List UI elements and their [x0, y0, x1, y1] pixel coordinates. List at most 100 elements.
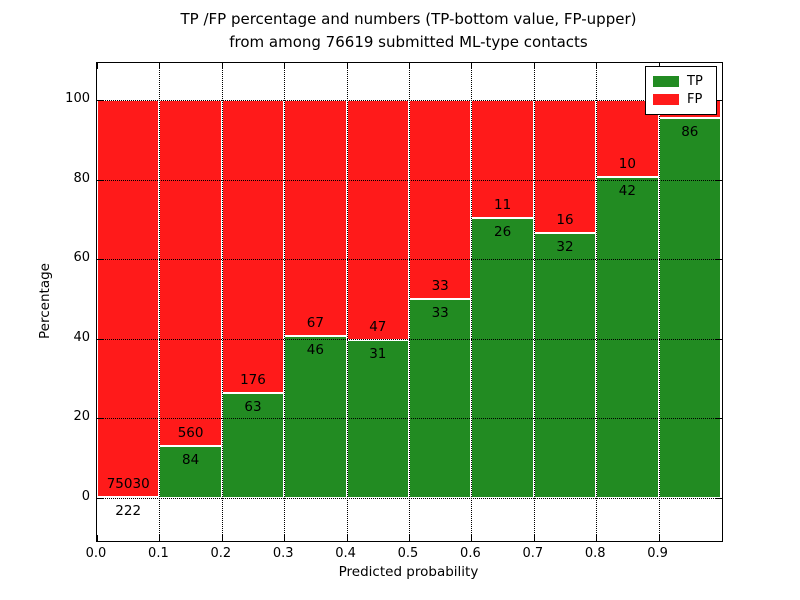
x-tick-mark [409, 535, 410, 541]
x-tick-label: 0.7 [522, 546, 544, 561]
legend-label-fp: FP [687, 92, 703, 107]
x-tick-mark [658, 535, 660, 541]
tp-count-label: 46 [306, 341, 324, 358]
x-tick-mark [471, 535, 473, 541]
tp-count-label: 63 [244, 399, 262, 416]
bar-segment-tp [658, 117, 721, 498]
fp-count-label: 33 [431, 278, 449, 294]
y-tick-mark [716, 498, 722, 499]
v-gridline [658, 63, 660, 541]
v-gridline [346, 63, 348, 541]
fp-count-label: 47 [369, 318, 387, 335]
v-gridline [409, 63, 410, 541]
tp-swatch-icon [653, 76, 679, 87]
y-tick-mark [716, 418, 722, 420]
tp-count-label: 26 [493, 224, 512, 241]
y-axis-title: Percentage [37, 263, 53, 339]
x-tick-mark [221, 535, 223, 541]
fp-swatch-icon [653, 94, 679, 105]
bar-segment-tp [596, 176, 659, 498]
bar-segment-tp [471, 218, 534, 498]
v-gridline [284, 63, 286, 541]
x-tick-mark [533, 63, 535, 69]
x-tick-label: 0.4 [335, 546, 356, 561]
bar-segment-fp [409, 100, 472, 299]
x-axis-title: Predicted probability [338, 564, 479, 580]
fp-count-label: 67 [306, 314, 324, 331]
x-tick-mark [159, 535, 161, 541]
v-gridline [471, 63, 473, 541]
tp-count-label: 42 [618, 182, 636, 199]
x-tick-mark [221, 63, 223, 69]
v-gridline [159, 63, 161, 541]
x-tick-mark [596, 535, 598, 541]
tp-count-label: 86 [681, 123, 699, 140]
fp-count-label: 16 [556, 211, 574, 228]
y-tick-mark [716, 100, 722, 101]
y-tick-label: 20 [73, 409, 90, 425]
v-gridline [221, 63, 223, 541]
y-tick-label: 100 [65, 91, 90, 106]
fp-count-label: 560 [177, 425, 204, 442]
y-tick-mark [97, 338, 103, 340]
legend-item-tp: TP [653, 73, 709, 90]
plot-area: 75030 222 560 84 176 63 67 46 47 31 33 33 11 26 16 32 10… [96, 62, 723, 542]
bar-segment-tp [533, 232, 597, 498]
v-gridline [533, 63, 535, 541]
y-tick-mark [97, 179, 103, 181]
bar-segment-fp [346, 100, 409, 340]
y-tick-label: 60 [73, 250, 90, 266]
bar-segment-fp [97, 100, 160, 497]
y-tick-label: 0 [81, 489, 90, 504]
y-tick-mark [716, 259, 722, 261]
x-tick-mark [159, 63, 161, 69]
y-tick-mark [97, 259, 103, 261]
x-tick-label: 0.1 [148, 546, 169, 561]
x-tick-label: 0.5 [397, 546, 419, 561]
x-tick-mark [97, 535, 98, 541]
fp-count-label: 11 [493, 197, 512, 214]
tp-count-label: 31 [369, 345, 387, 362]
bar-segment-tp [159, 446, 222, 498]
chart-title: TP /FP percentage and numbers (TP-bottom… [96, 8, 721, 54]
y-tick-label: 80 [73, 170, 90, 186]
fp-count-label: 176 [240, 372, 266, 389]
y-tick-mark [97, 498, 103, 499]
x-tick-label: 0.9 [647, 546, 668, 561]
tp-count-label: 222 [115, 502, 142, 519]
bar-segment-fp [159, 100, 222, 447]
chart-title-line2: from among 76619 submitted ML-type conta… [229, 33, 588, 51]
bar-segment-fp [221, 100, 285, 394]
x-tick-mark [596, 63, 598, 69]
tp-count-label: 33 [431, 305, 449, 321]
v-gridline [596, 63, 598, 541]
x-tick-mark [97, 63, 98, 69]
x-tick-mark [409, 63, 410, 69]
x-tick-label: 0.6 [460, 546, 481, 561]
fp-count-label: 75030 [106, 475, 150, 492]
legend: TP FP [645, 66, 717, 115]
y-tick-mark [716, 338, 722, 340]
x-tick-mark [533, 535, 535, 541]
x-tick-label: 0.8 [584, 546, 606, 561]
tp-count-label: 84 [181, 452, 200, 469]
fp-count-label: 10 [618, 155, 636, 172]
legend-item-fp: FP [653, 91, 709, 108]
x-tick-mark [346, 535, 348, 541]
y-tick-mark [716, 179, 722, 181]
y-tick-mark [97, 100, 103, 101]
x-tick-mark [471, 63, 473, 69]
bar-segment-fp [284, 100, 347, 336]
x-tick-label: 0.2 [210, 546, 232, 561]
bar-segment-tp [284, 335, 347, 498]
tp-count-label: 32 [556, 238, 574, 255]
x-tick-mark [346, 63, 348, 69]
y-tick-mark [97, 418, 103, 420]
bar-segment-tp [409, 299, 472, 498]
chart-title-line1: TP /FP percentage and numbers (TP-bottom… [180, 10, 637, 28]
x-tick-label: 0.3 [272, 546, 294, 561]
y-tick-label: 40 [73, 329, 90, 345]
x-tick-mark [284, 63, 286, 69]
legend-label-tp: TP [687, 74, 703, 89]
